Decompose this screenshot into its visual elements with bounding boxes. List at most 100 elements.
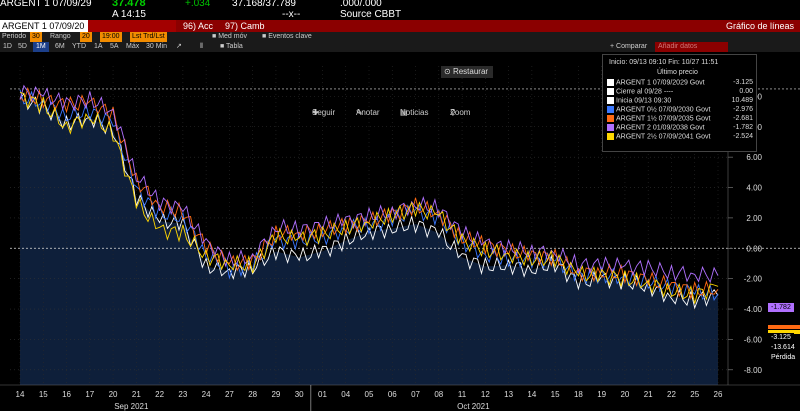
legend-value: 10.489 <box>731 97 753 104</box>
x-tick-label: 25 <box>690 390 699 399</box>
x-tick-label: 01 <box>318 390 327 399</box>
x-tick-label: 20 <box>620 390 629 399</box>
x-tick-label: 14 <box>527 390 536 399</box>
period-field[interactable]: 30 <box>30 32 42 42</box>
period-label: Periodo <box>2 33 27 40</box>
timeframe-1d[interactable]: 1D <box>3 43 12 50</box>
legend-row[interactable]: ARGENT 2½ 07/09/2041 Govt -2.524 <box>607 133 755 141</box>
legend-value: 0.00 <box>739 88 753 95</box>
quote-bar: ARGENT 1 07/09/29 37.478 +.034 37.168/37… <box>0 0 800 20</box>
x-tick-label: 17 <box>85 390 94 399</box>
legend-date-range: Inicio: 09/13 09:10 Fin: 10/27 11:51 <box>609 59 719 66</box>
restore-button[interactable]: ⊙ Restaurar <box>441 66 493 78</box>
timeframe-1a[interactable]: 1A <box>94 43 103 50</box>
quote-time: A 14:15 <box>112 9 146 20</box>
x-tick-label: 30 <box>295 390 304 399</box>
month-label-oct: Oct 2021 <box>457 402 490 411</box>
x-tick-label: 24 <box>202 390 211 399</box>
table-toggle[interactable]: ■ Tabla <box>220 43 243 50</box>
actions-menu-button[interactable]: 96) Acc <box>183 21 214 31</box>
timeframe-1m[interactable]: 1M <box>33 42 49 52</box>
legend-row[interactable]: Cierre al 09/28 ---- 0.00 <box>607 88 755 96</box>
legend-swatch <box>607 88 614 95</box>
timeframe-ytd[interactable]: YTD <box>72 43 86 50</box>
legend-last-price-header: Último precio <box>657 69 698 76</box>
y-tick-label: -8.00 <box>744 366 763 375</box>
x-tick-label: 21 <box>132 390 141 399</box>
price-label-gray: -13.614 <box>768 343 798 352</box>
table-label: Tabla <box>226 43 243 50</box>
range-field[interactable]: 20 <box>80 32 92 42</box>
legend-row[interactable]: ARGENT 1½ 07/09/2035 Govt -2.681 <box>607 115 755 123</box>
legend-swatch <box>607 106 614 113</box>
series-line <box>19 91 719 304</box>
key-events-label: Eventos clave <box>268 33 312 40</box>
restore-label: Restaurar <box>452 67 489 76</box>
legend-label: Inicia 09/13 09:30 <box>616 97 672 105</box>
y-tick-label: 0.00 <box>746 244 762 253</box>
edit-menu-button[interactable]: 97) Camb <box>225 21 265 31</box>
bar-type-icon[interactable]: ⫴ <box>200 43 203 50</box>
settings-bar: Periodo 30 Rango 20 19:00 Lst Trd/Lst ■ … <box>0 32 800 42</box>
line-chart[interactable]: 10.008.006.004.002.000.00-2.00-4.00-6.00… <box>0 54 800 411</box>
legend-swatch <box>607 79 614 86</box>
price-label-orange <box>768 325 800 329</box>
legend-swatch <box>607 97 614 104</box>
x-tick-label: 14 <box>16 390 25 399</box>
legend-swatch <box>607 133 614 140</box>
y-tick-label: 4.00 <box>746 184 762 193</box>
legend-label: ARGENT 0½ 07/09/2030 Govt <box>616 106 711 114</box>
legend-label: ARGENT 1 07/09/2029 Govt <box>616 79 705 87</box>
legend-swatch <box>607 115 614 122</box>
moving-average-label: Med móv <box>218 33 247 40</box>
x-tick-label: 26 <box>714 390 723 399</box>
price-label-white: -3.125 <box>768 333 794 342</box>
security-input[interactable]: ARGENT 1 07/09/20 <box>0 20 88 32</box>
last-trade-field[interactable]: Lst Trd/Lst <box>130 32 167 42</box>
legend-row[interactable]: ARGENT 1 07/09/2029 Govt -3.125 <box>607 79 755 87</box>
magnifier-icon: ⚲ <box>450 108 456 117</box>
x-tick-label: 16 <box>62 390 71 399</box>
timeframe-5d[interactable]: 5D <box>18 43 27 50</box>
month-label-sep: Sep 2021 <box>114 402 149 411</box>
timeframe-5a[interactable]: 5A <box>110 43 119 50</box>
y-tick-label: 6.00 <box>746 153 762 162</box>
compare-button[interactable]: + Comparar <box>610 43 648 50</box>
legend-row[interactable]: ARGENT 0½ 07/09/2030 Govt -2.976 <box>607 106 755 114</box>
news-icon: ▤ <box>400 108 408 117</box>
x-tick-label: 20 <box>109 390 118 399</box>
x-tick-label: 15 <box>39 390 48 399</box>
range-label: Rango <box>50 33 71 40</box>
x-tick-label: 08 <box>434 390 443 399</box>
restore-icon: ⊙ <box>444 67 453 76</box>
chart-type-icon[interactable]: ↗ <box>176 43 182 50</box>
pencil-icon: ✎ <box>356 108 363 117</box>
price-label-yellow <box>768 330 800 334</box>
x-tick-label: 27 <box>225 390 234 399</box>
timeframe-30min[interactable]: 30 Min <box>146 43 168 50</box>
chart-legend[interactable]: Inicio: 09/13 09:10 Fin: 10/27 11:51 Últ… <box>602 54 757 152</box>
x-tick-label: 29 <box>271 390 280 399</box>
security-dropdown[interactable] <box>88 20 176 32</box>
quote-size: .000/.000 <box>340 0 382 9</box>
x-tick-label: 22 <box>667 390 676 399</box>
zoom-label: Zoom <box>450 108 471 117</box>
time-field[interactable]: 19:00 <box>100 32 122 42</box>
timeframe-bar: 1D 5D 1M 6M YTD 1A 5A Máx 30 Min ↗ ⫴ ■ T… <box>0 42 800 52</box>
price-label-purple: -1.782 <box>768 303 794 312</box>
timeframe-max[interactable]: Máx <box>126 43 140 50</box>
legend-row[interactable]: Inicia 09/13 09:30 10.489 <box>607 97 755 105</box>
y-tick-label: -2.00 <box>744 275 763 284</box>
legend-label: Cierre al 09/28 ---- <box>616 88 674 96</box>
quote-dashes: --x-- <box>282 9 301 20</box>
chart-title: Gráfico de líneas <box>725 21 794 31</box>
compare-input[interactable]: Añadir datos <box>655 42 728 52</box>
moving-average-toggle[interactable]: ■ Med móv <box>212 33 247 40</box>
key-events-toggle[interactable]: ■ Eventos clave <box>262 33 312 40</box>
y-tick-label: 2.00 <box>746 214 762 223</box>
timeframe-6m[interactable]: 6M <box>55 43 65 50</box>
quote-source: Source CBBT <box>340 9 402 20</box>
legend-row[interactable]: ARGENT 2 01/09/2038 Govt -1.782 <box>607 124 755 132</box>
y-tick-label: -4.00 <box>744 305 763 314</box>
annotate-label: Anotar <box>356 108 380 117</box>
